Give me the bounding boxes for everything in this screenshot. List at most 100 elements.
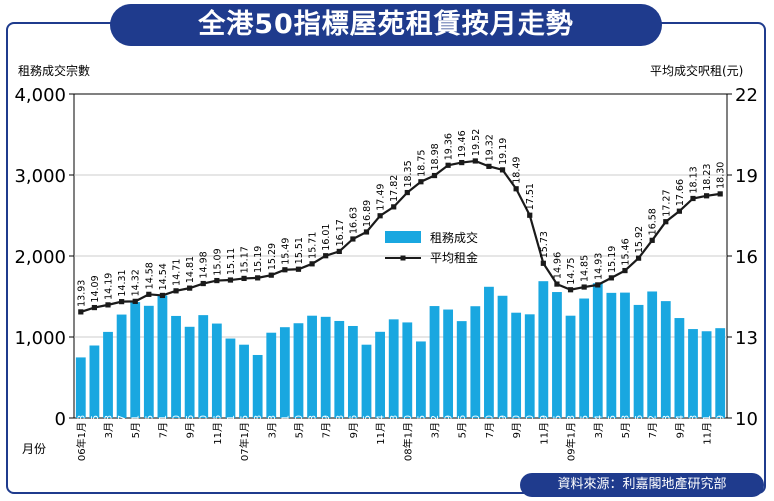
bar-value-label: 1,064 [376, 415, 387, 442]
bar [429, 306, 440, 418]
x-tick-label: 11月 [212, 422, 224, 445]
bar [143, 305, 154, 418]
bar [674, 318, 685, 418]
bar-value-label: 1,689 [539, 415, 550, 442]
rent-value-label: 19.52 [471, 129, 482, 156]
rent-value-label: 14.71 [172, 259, 183, 286]
title-banner [110, 4, 662, 46]
bar [89, 345, 100, 418]
bar [647, 291, 658, 418]
bar [279, 327, 290, 418]
x-tick-label: 11月 [375, 422, 387, 445]
rent-marker [295, 266, 302, 272]
bar-value-label: 1,121 [280, 415, 291, 442]
rent-marker [717, 191, 723, 197]
bar [347, 325, 358, 418]
x-tick-label: 9月 [185, 422, 197, 438]
rent-value-label: 17.27 [661, 190, 672, 217]
left-axis-tick-label: 4,000 [14, 85, 66, 106]
bar [320, 316, 331, 418]
bar [552, 292, 562, 418]
bar-value-label: 905 [362, 415, 373, 433]
rent-marker [187, 285, 193, 291]
rent-value-label: 17.82 [389, 175, 400, 202]
bar-value-label: 1,234 [675, 415, 686, 442]
bar [334, 320, 345, 418]
rent-marker [350, 236, 356, 242]
rent-value-label: 14.32 [131, 269, 142, 296]
x-tick-label: 5月 [620, 422, 632, 438]
bar [225, 338, 236, 418]
x-tick-label: 5月 [293, 422, 305, 438]
rent-marker [391, 204, 397, 210]
rent-value-label: 17.66 [675, 179, 686, 206]
rent-marker [595, 282, 601, 288]
rent-value-label: 15.19 [607, 246, 618, 273]
bar [157, 295, 168, 418]
right-axis-tick-label: 16 [735, 247, 758, 268]
bar-value-label: 1,339 [444, 415, 455, 442]
bar [524, 314, 535, 418]
bar [416, 341, 426, 418]
rent-marker [214, 277, 220, 284]
rent-value-label: 14.19 [104, 273, 115, 300]
right-axis-title: 平均成交呎租(元) [650, 64, 744, 78]
bar-value-label: 1,475 [580, 415, 591, 442]
rent-value-label: 14.54 [158, 263, 169, 290]
rent-marker [377, 213, 383, 219]
x-tick-label: 09年1月 [565, 422, 578, 461]
bar-value-label: 1,280 [525, 415, 536, 442]
rent-value-label: 14.58 [144, 262, 155, 289]
rent-marker [268, 272, 274, 278]
bar-value-label: 1,562 [648, 415, 659, 442]
bar-value-label: 1,664 [593, 415, 604, 442]
x-tick-label: 7月 [321, 422, 333, 438]
rent-marker [472, 158, 478, 164]
source-banner [520, 473, 764, 497]
x-tick-label: 3月 [430, 422, 442, 438]
rent-value-label: 13.93 [76, 280, 87, 307]
rent-marker [146, 291, 152, 297]
rent-marker [159, 292, 166, 299]
rent-value-label: 15.29 [267, 243, 278, 270]
rent-marker [499, 167, 506, 173]
left-axis-tick-label: 0 [55, 409, 66, 430]
rent-marker [459, 159, 465, 166]
bar [361, 344, 372, 418]
rent-value-label: 18.30 [716, 162, 727, 189]
bar [293, 323, 304, 418]
rent-marker [581, 284, 587, 290]
rent-marker [173, 288, 179, 294]
bar [239, 344, 249, 418]
rent-value-label: 14.75 [566, 258, 577, 285]
rent-value-label: 15.17 [240, 246, 251, 273]
bar [402, 322, 413, 418]
bar-value-label: 1,170 [294, 415, 305, 442]
rent-value-label: 15.11 [226, 248, 237, 275]
bar [307, 315, 317, 418]
x-tick-label: 08年1月 [401, 422, 414, 461]
x-tick-label: 11月 [538, 422, 550, 445]
bar-value-label: 1,136 [348, 415, 359, 442]
x-tick-label: 3月 [593, 422, 605, 438]
x-tick-label: 7月 [484, 422, 496, 438]
rent-value-label: 15.51 [294, 237, 305, 264]
x-tick-label: 9月 [674, 422, 686, 438]
bar [198, 315, 209, 418]
right-axis-tick-label: 22 [735, 85, 758, 106]
bar-value-label: 1,263 [566, 415, 577, 442]
rent-value-label: 16.58 [648, 208, 659, 235]
bar-value-label: 1,270 [199, 415, 210, 442]
rent-value-label: 17.49 [376, 184, 387, 211]
rent-value-label: 18.49 [512, 157, 523, 184]
rent-marker [527, 212, 533, 218]
legend-line-marker [400, 255, 406, 261]
bar [633, 304, 644, 418]
bar [456, 321, 467, 418]
bar-value-label: 1,196 [457, 415, 468, 442]
left-axis-title: 租務成交宗數 [18, 64, 91, 78]
bar-value-label: 1,198 [335, 415, 346, 442]
rent-marker [363, 229, 370, 235]
rent-value-label: 15.46 [620, 238, 631, 265]
